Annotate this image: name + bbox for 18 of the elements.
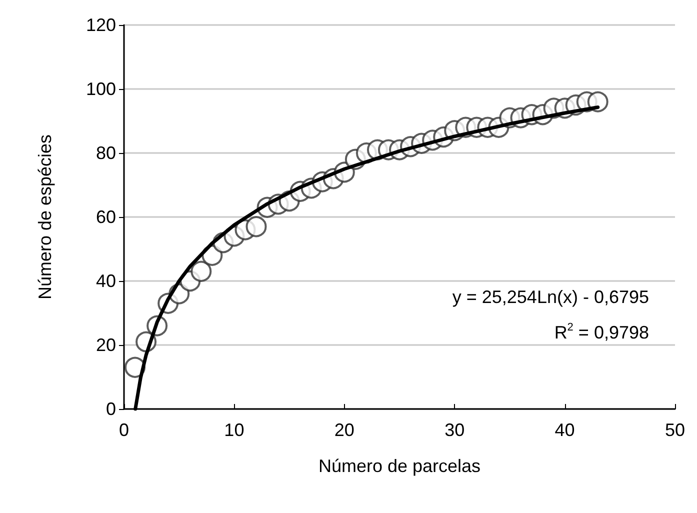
y-tick-label: 120 [86,15,116,35]
x-tick-label: 20 [334,420,354,440]
point [190,260,212,282]
y-tick-label: 100 [86,79,116,99]
x-tick-label: 30 [444,420,465,440]
y-tick-label: 40 [96,271,116,291]
y-tick-label: 60 [96,207,116,227]
x-axis-title: Número de parcelas [318,456,481,476]
y-tick-label: 0 [106,399,116,419]
x-tick-label: 40 [554,420,575,440]
y-tick-label: 20 [96,335,116,355]
x-tick-label: 0 [118,420,130,440]
annotation: y = 25,254Ln(x) - 0,6795 [452,287,650,307]
x-tick-label: 50 [664,420,686,440]
x-tick-label: 10 [224,420,244,440]
point [246,216,267,238]
y-tick-label: 80 [96,143,116,163]
y-axis-title: Número de espécies [35,134,55,300]
